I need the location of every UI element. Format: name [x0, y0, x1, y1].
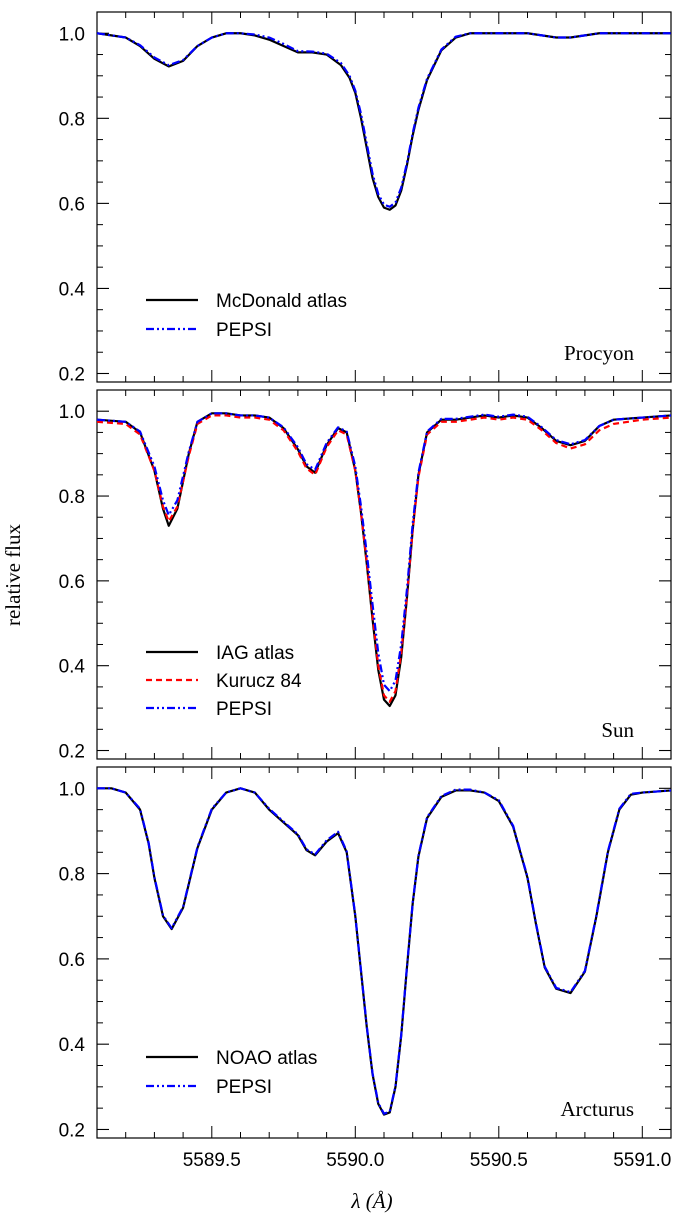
y-tick-label: 0.8: [59, 487, 85, 508]
y-tick-label: 1.0: [59, 402, 85, 423]
series-line-pepsi: [97, 32, 671, 208]
y-tick-label: 1.0: [59, 24, 85, 45]
y-tick-label: 0.4: [59, 657, 86, 678]
series-line-mcdonald-atlas: [97, 32, 671, 211]
legend-label: McDonald atlas: [216, 291, 347, 312]
x-tick-label: 5591.0: [613, 1150, 671, 1171]
y-tick-label: 0.6: [59, 194, 85, 215]
panel-star-label: Sun: [601, 718, 634, 742]
y-tick-label: 0.2: [59, 742, 85, 763]
y-axis-label: relative flux: [1, 523, 25, 626]
series-line-kurucz-84: [97, 414, 671, 703]
legend-label: Kurucz 84: [216, 671, 302, 692]
legend-label: PEPSI: [216, 1077, 272, 1098]
x-tick-label: 5589.5: [183, 1150, 241, 1171]
legend-label: PEPSI: [216, 699, 272, 720]
series-line-iag-atlas: [97, 412, 671, 708]
panel-star-label: Arcturus: [561, 1097, 634, 1121]
x-axis-label: λ (Å): [350, 1189, 392, 1213]
legend-label: PEPSI: [216, 320, 272, 341]
panel-bottom: 0.2 0.4 0.6 0.8 1.0 5589.5 5590.0 5590.5 5591.0 N…: [59, 766, 672, 1213]
x-tick-label: 5590.0: [326, 1150, 384, 1171]
y-tick-label: 1.0: [59, 779, 85, 800]
panel-top: 0.2 0.4 0.6 0.8 1.0 McDonald atlas PEPSI Procyo…: [59, 11, 672, 385]
series-line-pepsi: [97, 787, 671, 1115]
x-tick-label: 5590.5: [470, 1150, 528, 1171]
series-line-noao-atlas: [97, 787, 671, 1116]
panel-middle: 0.2 0.4 0.6 0.8 1.0 IAG atlas Kurucz 84 PEPSI Su…: [1, 389, 672, 763]
plot-frame: [96, 11, 672, 383]
series-line-pepsi: [97, 412, 671, 693]
y-tick-label: 0.8: [59, 109, 85, 130]
panel-star-label: Procyon: [564, 341, 634, 365]
y-tick-label: 0.6: [59, 950, 85, 971]
y-tick-label: 0.6: [59, 572, 85, 593]
y-tick-label: 0.8: [59, 865, 85, 886]
y-tick-label: 0.2: [59, 1120, 85, 1141]
y-tick-label: 0.4: [59, 1035, 86, 1056]
legend-label: IAG atlas: [216, 643, 294, 664]
plot-frame: [96, 766, 672, 1139]
y-tick-label: 0.4: [59, 279, 86, 300]
legend-label: NOAO atlas: [216, 1048, 317, 1069]
y-tick-label: 0.2: [59, 364, 85, 385]
